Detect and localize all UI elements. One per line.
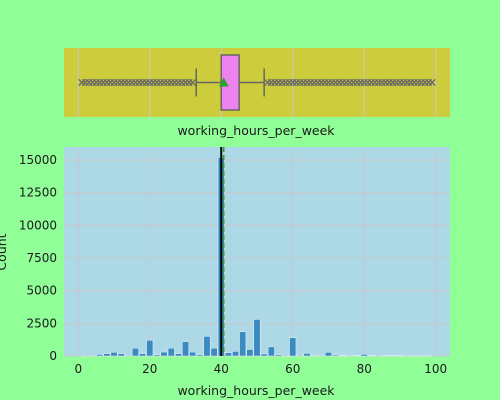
y-tick-label: 7500 — [26, 251, 57, 265]
histogram-bar — [110, 352, 118, 357]
histogram-bar — [246, 349, 254, 357]
histogram-bar — [332, 354, 340, 357]
y-tick-label: 0 — [49, 349, 57, 363]
histogram-bar — [253, 319, 261, 357]
histogram-bar — [182, 341, 189, 357]
histogram-bar — [310, 355, 318, 357]
x-tick-label: 100 — [424, 362, 447, 376]
histogram-x-label: working_hours_per_week — [177, 383, 335, 398]
histogram-bar — [174, 353, 182, 357]
y-tick-label: 12500 — [19, 186, 57, 200]
histogram-bar — [425, 355, 432, 357]
histogram-bar — [317, 355, 325, 357]
histogram-bar — [96, 354, 104, 357]
histogram-bar — [167, 347, 175, 357]
boxplot-x-label: working_hours_per_week — [177, 123, 335, 138]
histogram-bar — [196, 354, 204, 357]
histogram-bar — [260, 353, 268, 357]
x-tick-label: 80 — [357, 362, 372, 376]
y-tick-label: 5000 — [26, 284, 57, 298]
histogram-bar — [89, 355, 96, 357]
histogram-bar — [82, 355, 89, 357]
histogram-bar — [160, 351, 168, 357]
histogram-bar — [210, 347, 218, 357]
histogram-bar — [296, 355, 304, 357]
histogram-bar — [375, 355, 382, 357]
y-tick-label: 2500 — [26, 316, 57, 330]
x-tick-label: 40 — [214, 362, 229, 376]
histogram-bar — [267, 346, 275, 357]
outlier-marker — [189, 78, 197, 87]
histogram-bar — [325, 352, 332, 357]
histogram-bar — [117, 353, 125, 357]
histogram-bar — [146, 340, 154, 357]
histogram-y-label: Count — [0, 233, 9, 270]
histogram-bar — [289, 337, 297, 357]
histogram-bar — [346, 355, 354, 357]
histogram-bar — [189, 351, 197, 357]
x-tick-label: 60 — [285, 362, 300, 376]
x-tick-label: 20 — [142, 362, 157, 376]
histogram-bar — [103, 353, 111, 357]
y-tick-label: 15000 — [19, 153, 57, 167]
x-tick-labels: 0 20 40 60 80 100 — [74, 362, 447, 376]
histogram-bar — [132, 347, 139, 357]
histogram-bar — [139, 353, 147, 357]
histogram-bar — [124, 355, 132, 357]
histogram-bar — [203, 336, 211, 357]
histogram-bar — [360, 354, 368, 357]
boxplot-outliers — [78, 78, 436, 87]
boxplot-panel: working_hours_per_week — [64, 48, 450, 138]
y-tick-labels: 0 2500 5000 7500 10000 12500 15000 — [19, 153, 57, 363]
histogram-panel: 0 20 40 60 80 100 0 2500 5000 7500 10000 12500 1500… — [0, 147, 450, 398]
y-tick-label: 10000 — [19, 218, 57, 232]
outlier-marker — [428, 78, 436, 87]
histogram-bar — [275, 354, 282, 357]
histogram-bar — [225, 352, 232, 357]
histogram-bar — [303, 353, 311, 357]
x-tick-label: 0 — [74, 362, 82, 376]
histogram-bar — [239, 331, 247, 357]
mean-marker — [218, 77, 229, 87]
histogram-bar — [282, 355, 289, 357]
histogram-bar — [232, 351, 239, 357]
histogram-bar — [153, 354, 161, 357]
